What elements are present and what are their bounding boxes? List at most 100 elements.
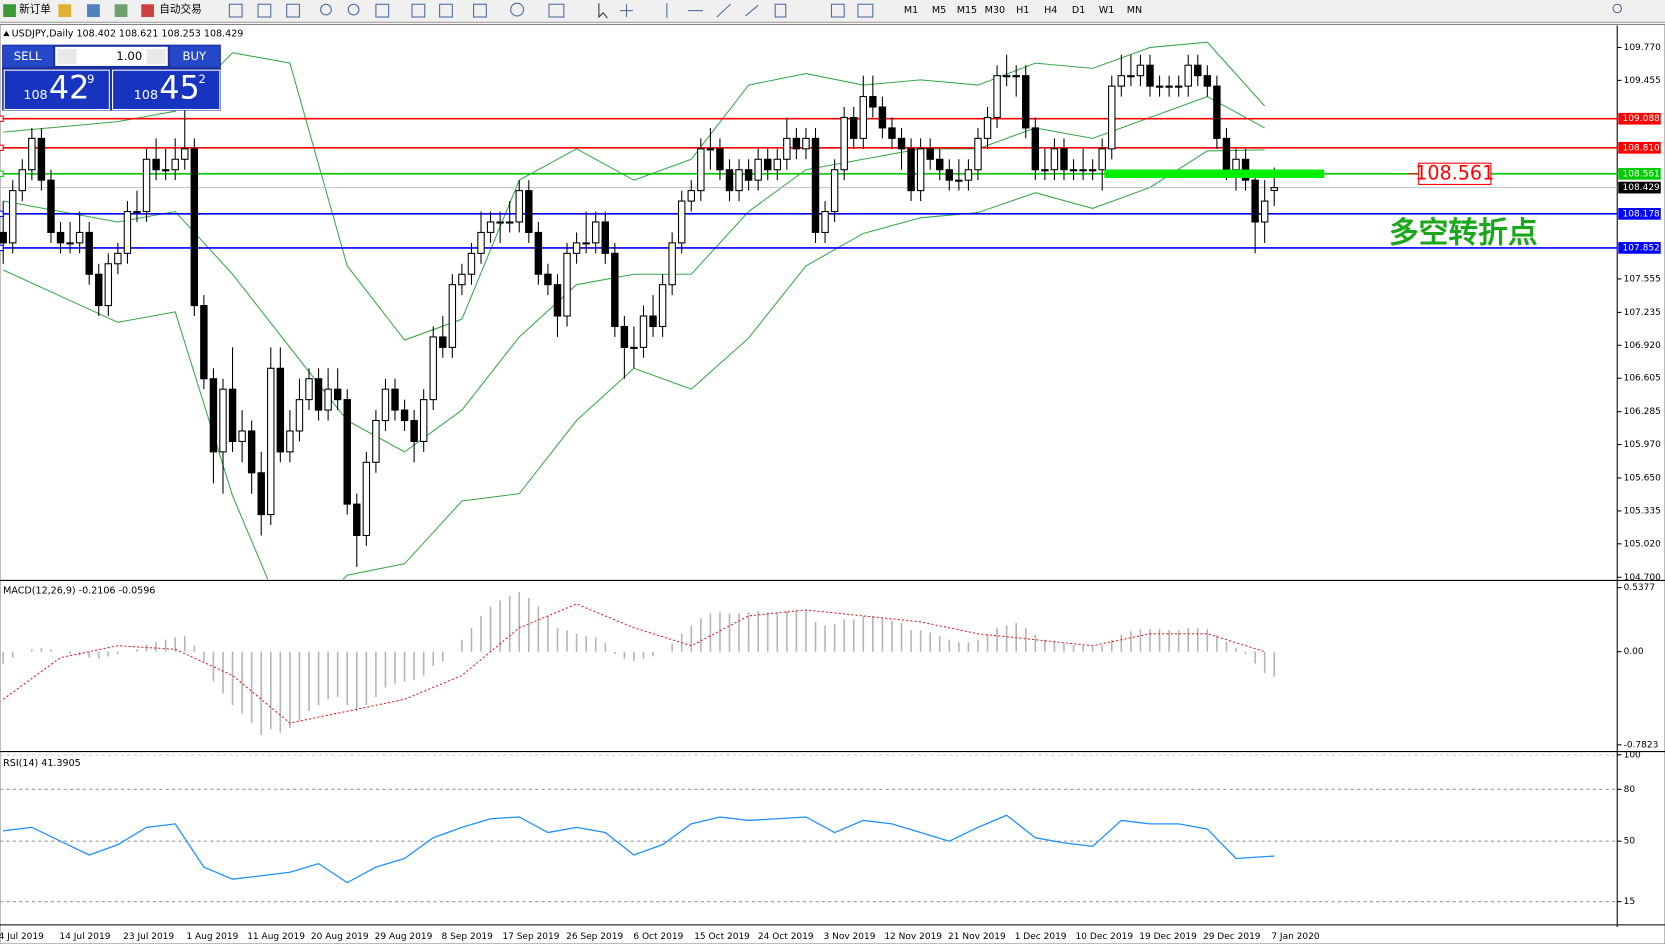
tool-icon[interactable] [257, 3, 272, 18]
trade-panel: SELL 1.00 BUY 108 42 9 108 45 2 [2, 44, 221, 111]
timeframe-button[interactable]: M1 [904, 5, 918, 16]
chart-title: USDJPY,Daily 108.402 108.621 108.253 108… [12, 29, 244, 40]
timeframe-button[interactable]: M5 [932, 5, 946, 16]
candle-body [75, 231, 84, 244]
candle-body [974, 137, 982, 171]
tool-icon[interactable] [87, 4, 100, 18]
last-price-label: 108.429 [1623, 183, 1661, 193]
y-tick-label: 105.020 [1624, 539, 1662, 549]
ask-box[interactable] [112, 69, 221, 111]
candle-body [85, 231, 93, 275]
y-tick-label: 15 [1624, 897, 1635, 907]
new-order-button[interactable]: 新订单 [19, 3, 51, 16]
x-tick-label: 6 Oct 2019 [633, 932, 683, 942]
candle-body [821, 210, 829, 233]
cursor-icon[interactable] [598, 3, 608, 19]
bid-box[interactable] [3, 69, 110, 111]
candle-body [1174, 85, 1183, 88]
tool-icon[interactable] [375, 3, 390, 18]
auto-trading-icon[interactable] [141, 4, 154, 18]
timeframe-button[interactable]: M15 [957, 5, 977, 16]
level-tag [1618, 112, 1661, 125]
tool-icon[interactable] [347, 3, 360, 16]
x-tick-label: 14 Jul 2019 [59, 932, 110, 942]
tool-icon[interactable] [745, 4, 759, 17]
x-tick-label: 3 Nov 2019 [823, 932, 875, 942]
tool-icon[interactable] [857, 3, 874, 18]
candle-body [735, 169, 743, 192]
timeframe-button[interactable]: D1 [1072, 5, 1085, 16]
candle-body [811, 137, 820, 233]
candle-body [133, 210, 141, 214]
candle-body [276, 367, 285, 453]
new-order-icon[interactable] [3, 4, 16, 18]
candle-body [1117, 75, 1126, 87]
buy-button[interactable] [169, 45, 220, 67]
sell-label[interactable]: SELL [14, 49, 42, 63]
candle-body [620, 325, 629, 348]
tool-icon[interactable] [228, 3, 243, 18]
level-anchor [0, 144, 4, 151]
candle-body [343, 399, 351, 505]
tool-icon[interactable] [510, 2, 525, 17]
candle-body [658, 284, 667, 328]
candle-body [37, 137, 46, 181]
lot-down[interactable] [57, 48, 77, 64]
candle-body [1155, 85, 1164, 88]
tool-icon[interactable] [439, 3, 453, 18]
candle-body [28, 137, 36, 171]
x-tick-label: 4 Jul 2019 [0, 932, 44, 942]
candle-body [544, 273, 552, 286]
tool-icon[interactable] [473, 3, 487, 18]
candle-body [916, 148, 925, 192]
candle-body [802, 137, 810, 150]
y-tick-label: 106.920 [1624, 341, 1662, 351]
candle-body [1041, 169, 1049, 172]
candle-body [56, 231, 65, 244]
tool-icon[interactable] [114, 4, 128, 18]
search-icon[interactable] [1612, 3, 1622, 14]
candle-body [228, 388, 237, 442]
candle-body [1127, 75, 1135, 78]
sell-button[interactable] [3, 45, 54, 67]
y-tick-label: 106.285 [1624, 407, 1661, 417]
level-anchor [0, 115, 4, 122]
candle-body [869, 96, 877, 108]
x-tick-label: 20 Aug 2019 [311, 932, 369, 942]
ask-sup: 2 [199, 72, 206, 86]
tool-icon[interactable] [286, 3, 300, 18]
x-tick-label: 21 Nov 2019 [948, 932, 1006, 942]
timeframe-button[interactable]: MN [1127, 5, 1142, 16]
tool-icon[interactable] [716, 3, 731, 18]
tool-icon[interactable] [58, 4, 72, 18]
bid-big: 42 [49, 68, 90, 106]
candle-body [1146, 64, 1154, 87]
timeframe-bar: M1 M5 M15 M30 H1 H4 D1 W1 MN [904, 5, 1142, 16]
candle-body [152, 158, 160, 171]
timeframe-button[interactable]: H1 [1016, 5, 1029, 16]
tool-icon[interactable] [320, 3, 332, 16]
x-tick-label: 10 Dec 2019 [1076, 932, 1134, 942]
timeframe-button[interactable]: M30 [985, 5, 1005, 16]
auto-trading-button[interactable]: 自动交易 [159, 3, 201, 16]
candle-body [1050, 148, 1059, 171]
timeframe-button[interactable]: W1 [1099, 5, 1115, 16]
y-tick-label: 105.970 [1624, 440, 1662, 450]
tool-icon[interactable] [411, 3, 426, 18]
rsi-line [3, 814, 1275, 884]
tool-icon[interactable] [548, 3, 565, 18]
y-tick-label: 105.335 [1624, 506, 1661, 516]
tool-icon[interactable] [830, 3, 845, 18]
lot-input[interactable] [55, 46, 168, 66]
lot-value[interactable]: 1.00 [116, 49, 142, 63]
candle-body [792, 137, 801, 150]
lot-up[interactable] [146, 48, 166, 64]
tool-icon[interactable] [774, 3, 787, 18]
timeframe-button[interactable]: H4 [1044, 5, 1057, 16]
collapse-arrow[interactable] [3, 30, 10, 37]
buy-label[interactable]: BUY [182, 49, 207, 63]
candle-body [410, 419, 418, 442]
candle-body [773, 158, 781, 171]
macd-signal [2, 603, 1265, 724]
